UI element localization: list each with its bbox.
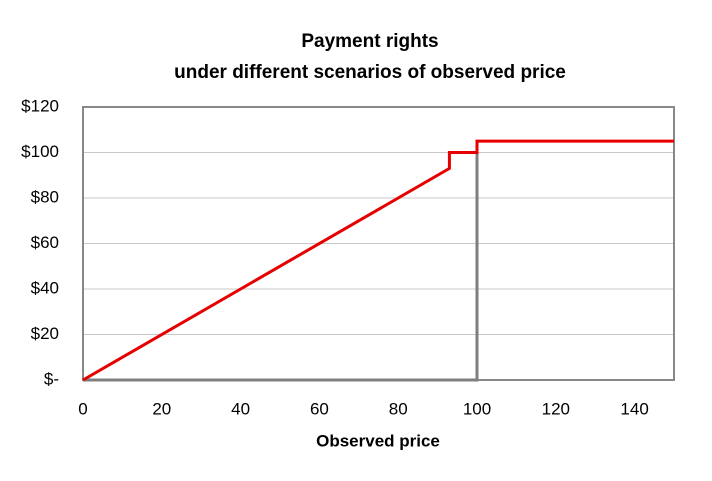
series-line <box>82 139 674 382</box>
chart-title: Payment rights <box>301 31 438 52</box>
x-tick-label: 120 <box>542 399 570 418</box>
y-tick-label: $20 <box>31 324 59 343</box>
x-tick-label: 0 <box>78 399 87 418</box>
y-tick-label: $80 <box>31 187 59 206</box>
y-tick-label: $60 <box>31 233 59 252</box>
x-tick-label: 40 <box>231 399 250 418</box>
x-tick-label: 80 <box>389 399 408 418</box>
x-tick-label: 140 <box>620 399 648 418</box>
x-tick-label: 20 <box>152 399 171 418</box>
series-line <box>83 141 479 382</box>
y-tick-label: $120 <box>21 96 59 115</box>
x-tick-label: 60 <box>310 399 329 418</box>
y-tick-label: $- <box>44 369 59 388</box>
y-tick-label: $40 <box>31 278 59 297</box>
x-tick-label: 100 <box>463 399 491 418</box>
chart-subtitle: under different scenarios of observed pr… <box>174 62 566 83</box>
y-tick-label: $100 <box>21 142 59 161</box>
x-axis-title: Observed price <box>316 431 440 450</box>
